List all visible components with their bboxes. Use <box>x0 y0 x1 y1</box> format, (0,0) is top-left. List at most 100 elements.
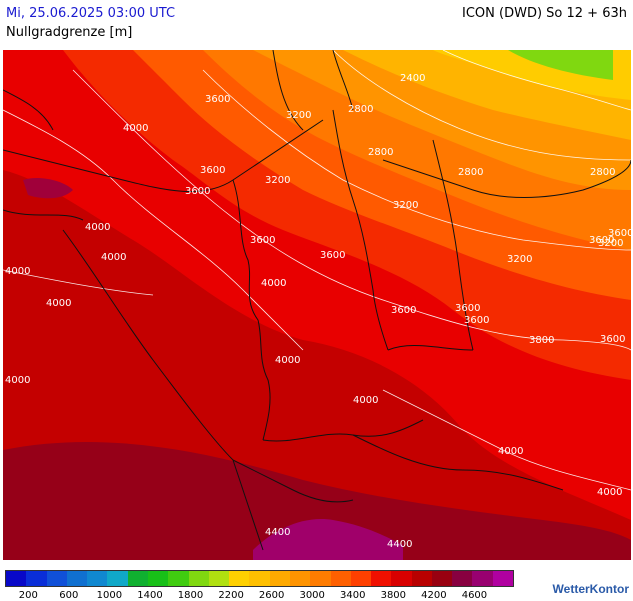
contour-label: 3200 <box>286 110 311 121</box>
legend-swatch <box>289 571 311 586</box>
legend-swatch <box>46 571 67 586</box>
freezing-level-map: 3600 4000 3200 2800 3600 3200 2800 2400 … <box>3 50 631 560</box>
band-4400-west <box>23 178 73 199</box>
legend-swatch <box>391 571 412 586</box>
border-at <box>352 434 564 491</box>
contour-label: 4000 <box>46 298 71 309</box>
contour-label: 4000 <box>498 446 523 457</box>
legend-swatch <box>229 571 250 586</box>
legend-tick-label: 200 <box>18 590 38 601</box>
band-4600 <box>253 519 403 560</box>
contour-label: 3200 <box>598 238 623 249</box>
border-de-east <box>332 109 389 351</box>
legend-swatch <box>249 571 270 586</box>
legend-swatch <box>208 571 230 586</box>
contour-label: 3600 <box>464 315 489 326</box>
contour-label: 4000 <box>5 266 30 277</box>
contour-label: 3600 <box>320 250 345 261</box>
legend-swatch <box>127 571 148 586</box>
model-run-label: ICON (DWD) So 12 + 63h <box>462 6 627 21</box>
legend-tick-label: 600 <box>59 590 79 601</box>
legend-tick-label: 1400 <box>137 590 163 601</box>
contour-label: 4000 <box>275 355 300 366</box>
contour-label: 4000 <box>261 278 286 289</box>
legend-swatch <box>350 571 372 586</box>
contour-label: 4000 <box>85 222 110 233</box>
contour-label: 3600 <box>205 94 230 105</box>
isoline-labels: 3600 4000 3200 2800 3600 3200 2800 2400 … <box>5 73 631 550</box>
band-4400 <box>3 441 631 560</box>
contour-label: 3600 <box>589 235 614 246</box>
legend-tick-label: 1800 <box>177 590 204 601</box>
legend-swatch <box>147 571 169 586</box>
legend-tick-label: 3000 <box>299 590 325 601</box>
legend-tick-label: 3400 <box>340 590 366 601</box>
band-2200 <box>508 50 613 80</box>
legend-tick-label: 4600 <box>461 590 488 601</box>
isoline-2800 <box>332 50 631 161</box>
coast-uk <box>3 89 84 221</box>
legend-swatch <box>411 571 432 586</box>
isoline-4000-west <box>3 269 154 296</box>
legend-tick-label: 2600 <box>258 590 285 601</box>
contour-label: 3200 <box>507 254 532 265</box>
legend-tick-label: 4200 <box>421 590 447 601</box>
contour-label: 2800 <box>590 167 615 178</box>
border-cz <box>387 345 474 351</box>
contour-label: 4000 <box>597 487 622 498</box>
legend-tick-label: 2200 <box>218 590 244 601</box>
legend-swatch <box>492 571 514 586</box>
contour-label: 3600 <box>455 303 480 314</box>
coast-dk <box>272 50 354 131</box>
borders <box>3 50 631 551</box>
contour-label: 3200 <box>265 175 290 186</box>
legend-tick-label: 1000 <box>96 590 123 601</box>
border-it <box>232 459 264 551</box>
contour-label: 2800 <box>368 147 393 158</box>
coast-north <box>3 119 324 192</box>
contour-label: 2800 <box>458 167 483 178</box>
contour-label: 4000 <box>123 123 148 134</box>
legend-ticks: 200 600 1000 1400 1800 2200 2600 3000 3400 3800 42… <box>5 587 525 601</box>
isolines <box>3 50 631 491</box>
isoline-3200 <box>202 69 631 251</box>
legend-swatch <box>371 571 392 586</box>
legend-swatch <box>431 571 453 586</box>
isoline-2400 <box>442 50 631 111</box>
contour-label: 4400 <box>265 527 290 538</box>
contour-label: 4000 <box>5 375 30 386</box>
contour-label: 3600 <box>200 165 225 176</box>
contour-label: 3600 <box>600 334 625 345</box>
contour-label: 3600 <box>185 186 210 197</box>
contour-label: 2400 <box>400 73 425 84</box>
isoline-4000-north <box>3 109 304 351</box>
contour-label: 3600 <box>391 305 416 316</box>
parameter-title: Nullgradgrenze [m] <box>6 25 133 40</box>
legend-swatch <box>188 571 209 586</box>
legend-swatch <box>26 571 47 586</box>
contour-label: 3600 <box>250 235 275 246</box>
legend-swatch <box>6 571 27 586</box>
contour-label: 3600 <box>608 228 631 239</box>
contour-label: 4000 <box>353 395 378 406</box>
border-ch <box>232 459 354 503</box>
isoline-4000-east <box>382 389 631 491</box>
color-legend: 200 600 1000 1400 1800 2200 2600 3000 3400 3800 42… <box>5 570 525 601</box>
border-fr <box>62 229 234 461</box>
contour-label: 4400 <box>387 539 412 550</box>
border-de-west <box>232 179 271 441</box>
legend-swatch <box>330 571 351 586</box>
contour-label: 4000 <box>101 252 126 263</box>
legend-swatch <box>87 571 108 586</box>
contour-label: 3200 <box>393 200 418 211</box>
legend-swatch <box>168 571 189 586</box>
isoline-3600 <box>72 69 631 351</box>
legend-swatch <box>66 571 88 586</box>
legend-swatch <box>269 571 290 586</box>
brand-logo[interactable]: WetterKontor <box>552 582 629 596</box>
border-de-south <box>262 419 424 442</box>
contour-label: 3800 <box>529 335 554 346</box>
forecast-datetime: Mi, 25.06.2025 03:00 UTC <box>6 6 176 21</box>
legend-swatch <box>310 571 331 586</box>
legend-swatch <box>107 571 128 586</box>
